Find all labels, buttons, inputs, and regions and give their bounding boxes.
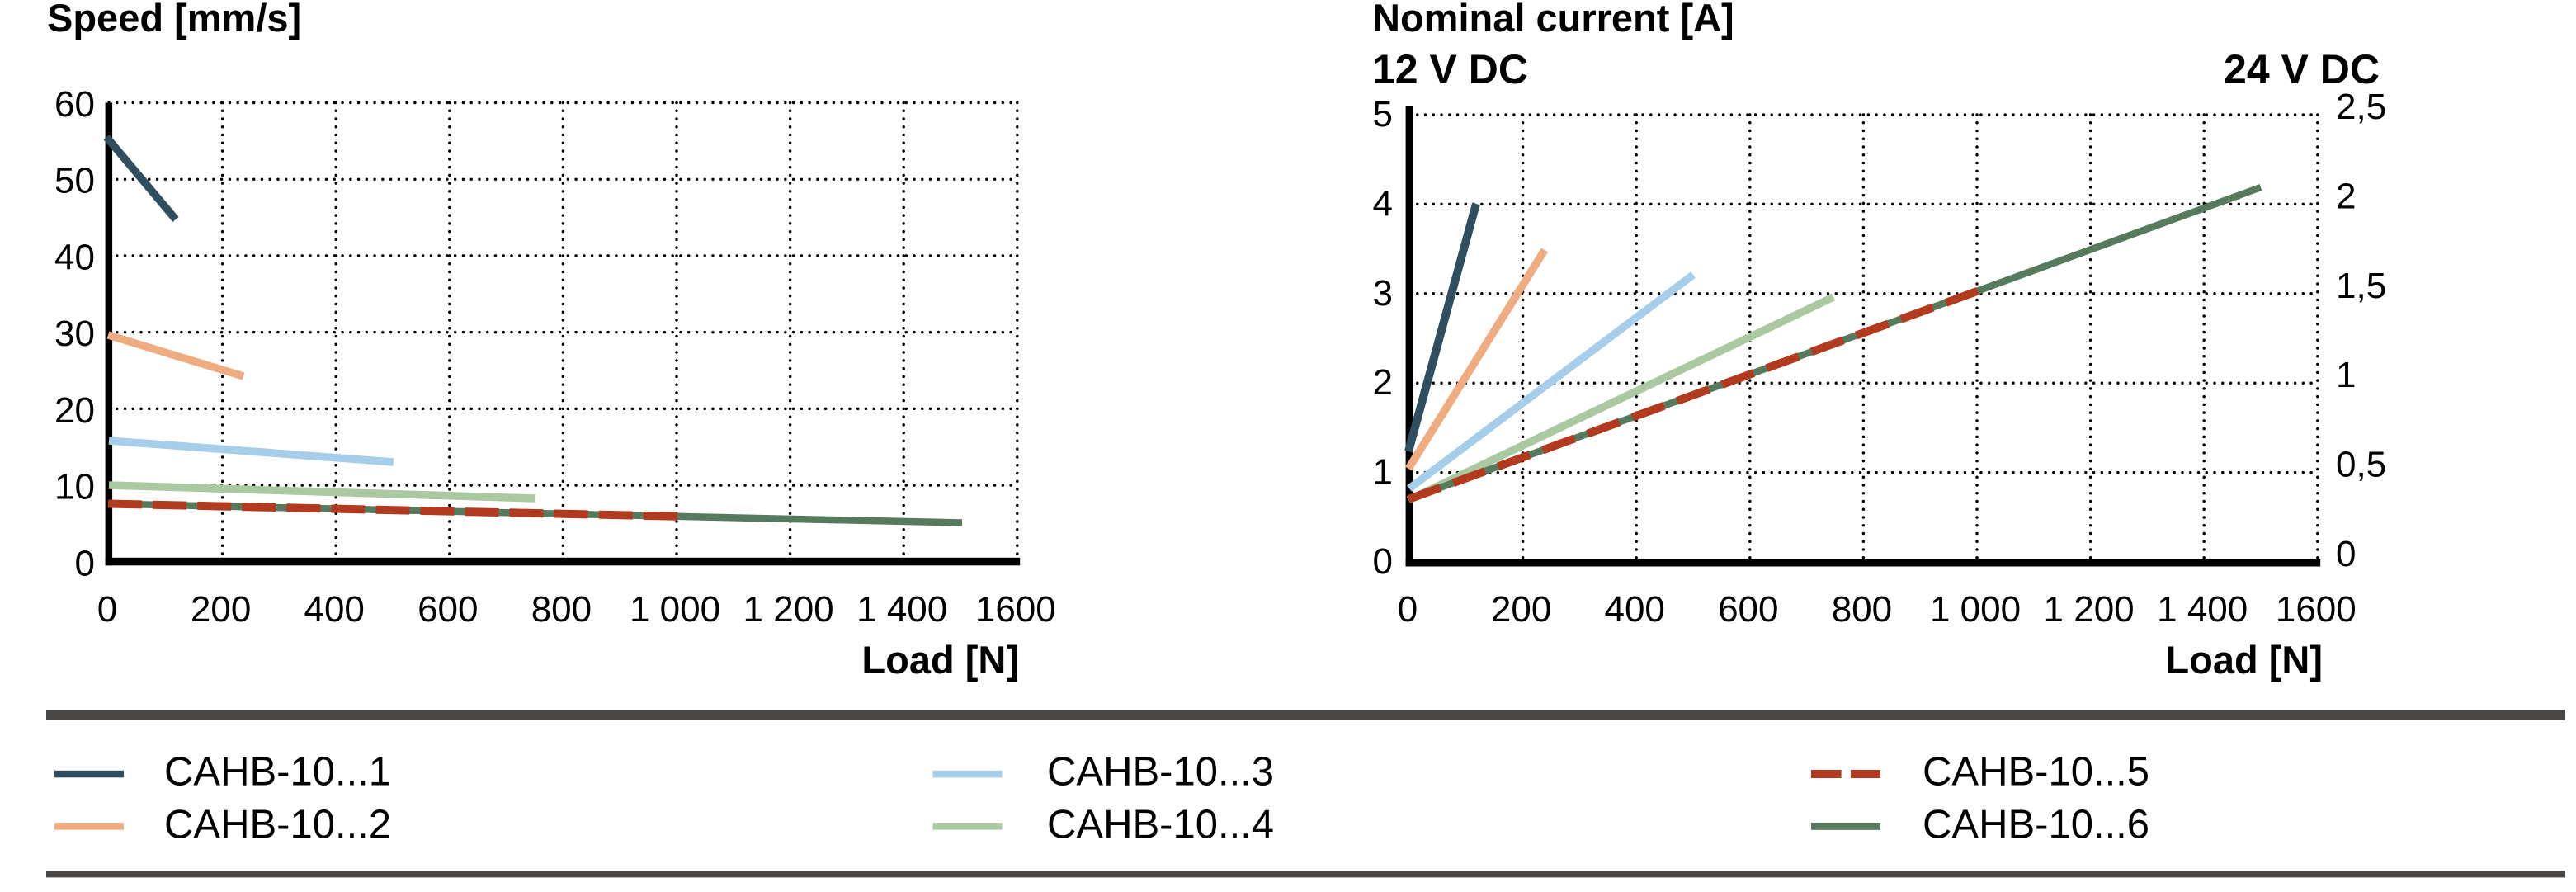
svg-text:2: 2 [1373, 362, 1393, 403]
svg-text:1 200: 1 200 [2044, 589, 2135, 630]
svg-text:1: 1 [1373, 452, 1393, 493]
svg-text:CAHB-10...6: CAHB-10...6 [1923, 802, 2149, 847]
svg-text:2: 2 [2336, 176, 2356, 216]
svg-text:10: 10 [54, 467, 95, 507]
svg-text:400: 400 [304, 589, 364, 630]
svg-text:5: 5 [1373, 94, 1393, 135]
svg-text:0: 0 [2336, 534, 2356, 574]
svg-text:0: 0 [75, 543, 95, 583]
svg-text:1 000: 1 000 [630, 589, 720, 630]
svg-text:CAHB-10...5: CAHB-10...5 [1923, 750, 2149, 795]
svg-text:1: 1 [2336, 355, 2356, 395]
svg-text:CAHB-10...1: CAHB-10...1 [164, 750, 391, 795]
svg-text:1,5: 1,5 [2336, 266, 2386, 306]
svg-text:800: 800 [1832, 589, 1892, 630]
svg-text:24 V DC: 24 V DC [2224, 46, 2380, 92]
svg-text:40: 40 [54, 237, 95, 277]
svg-text:0: 0 [1398, 589, 1418, 630]
svg-text:1 200: 1 200 [743, 589, 834, 630]
svg-text:3: 3 [1373, 273, 1393, 314]
svg-text:0: 0 [1373, 541, 1393, 582]
svg-text:Speed [mm/s]: Speed [mm/s] [47, 0, 301, 40]
svg-text:1600: 1600 [975, 589, 1056, 630]
svg-text:1 400: 1 400 [856, 589, 947, 630]
svg-text:CAHB-10...3: CAHB-10...3 [1047, 750, 1274, 795]
svg-text:4: 4 [1373, 183, 1393, 224]
svg-text:60: 60 [54, 84, 95, 125]
svg-text:CAHB-10...4: CAHB-10...4 [1047, 802, 1274, 847]
svg-text:12 V DC: 12 V DC [1372, 46, 1528, 92]
svg-text:50: 50 [54, 161, 95, 201]
svg-text:1600: 1600 [2276, 589, 2357, 630]
svg-text:2,5: 2,5 [2336, 87, 2386, 127]
svg-text:CAHB-10...2: CAHB-10...2 [164, 802, 391, 847]
svg-text:800: 800 [531, 589, 592, 630]
svg-text:200: 200 [1491, 589, 1551, 630]
svg-text:Load [N]: Load [N] [861, 638, 1019, 682]
svg-text:20: 20 [54, 390, 95, 431]
svg-text:1 400: 1 400 [2157, 589, 2248, 630]
svg-text:1 000: 1 000 [1930, 589, 2021, 630]
svg-text:30: 30 [54, 314, 95, 354]
svg-text:600: 600 [1718, 589, 1778, 630]
svg-text:200: 200 [191, 589, 251, 630]
svg-text:Load [N]: Load [N] [2165, 638, 2323, 682]
svg-text:0: 0 [97, 589, 117, 630]
svg-text:0,5: 0,5 [2336, 445, 2386, 485]
svg-text:400: 400 [1604, 589, 1664, 630]
svg-text:Nominal current [A]: Nominal current [A] [1372, 0, 1734, 40]
svg-text:600: 600 [418, 589, 478, 630]
